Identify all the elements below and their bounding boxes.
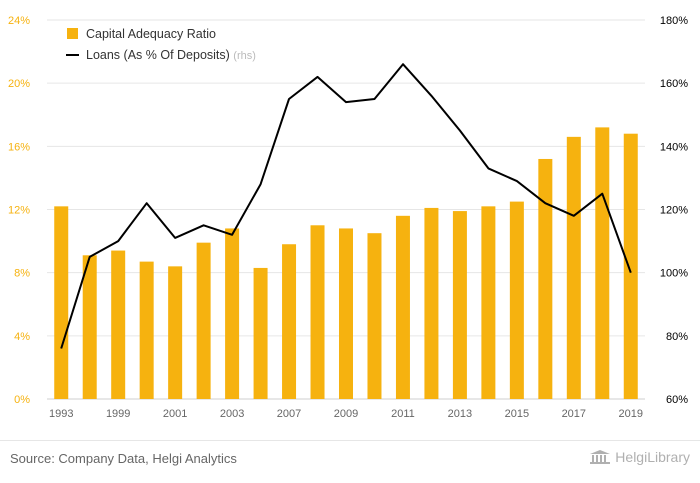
- bar-capital-adequacy: [225, 228, 240, 399]
- x-tick-label: 2009: [334, 408, 358, 420]
- source-note: Source: Company Data, Helgi Analytics: [10, 451, 237, 466]
- y-left-tick-label: 20%: [8, 78, 30, 90]
- brand-logo[interactable]: HelgiLibrary: [589, 449, 690, 465]
- bar-capital-adequacy: [253, 267, 268, 399]
- footer-divider: [0, 440, 700, 441]
- legend-label-loans: Loans (As % Of Deposits) (rhs): [86, 48, 256, 62]
- x-tick-label: 2019: [619, 408, 643, 420]
- bar-capital-adequacy: [424, 207, 439, 399]
- bar-capital-adequacy: [339, 228, 353, 399]
- x-tick-label: 2001: [163, 408, 187, 420]
- y-left-tick-label: 24%: [8, 15, 30, 27]
- y-right-tick-label: 180%: [660, 15, 688, 27]
- y-left-tick-label: 0%: [14, 394, 30, 406]
- bar-capital-adequacy: [595, 127, 610, 399]
- x-tick-label: 1993: [49, 408, 73, 420]
- line-loans-to-deposits: [60, 63, 632, 349]
- bar-capital-adequacy: [623, 133, 638, 399]
- x-tick-label: 2013: [448, 408, 472, 420]
- legend-swatch-capital-adequacy: [67, 28, 78, 39]
- y-right-tick-label: 140%: [660, 141, 688, 153]
- y-right-tick-label: 120%: [660, 205, 688, 217]
- bar-capital-adequacy: [538, 158, 553, 399]
- bar-capital-adequacy: [367, 233, 382, 399]
- y-right-tick-label: 80%: [666, 331, 688, 343]
- x-tick-label: 2003: [220, 408, 244, 420]
- y-left-tick-label: 8%: [14, 268, 30, 280]
- x-tick-label: 2017: [562, 408, 586, 420]
- bar-capital-adequacy: [168, 266, 183, 399]
- x-tick-label: 2015: [505, 408, 529, 420]
- bar-capital-adequacy: [509, 201, 524, 399]
- bar-capital-adequacy: [111, 250, 126, 399]
- y-right-tick-label: 60%: [666, 394, 688, 406]
- y-right-tick-label: 160%: [660, 78, 688, 90]
- bar-capital-adequacy: [481, 206, 496, 399]
- bar-capital-adequacy: [282, 244, 297, 399]
- bar-capital-adequacy: [82, 255, 97, 399]
- x-tick-label: 1999: [106, 408, 130, 420]
- x-tick-label: 2011: [391, 408, 415, 420]
- bar-capital-adequacy: [196, 242, 211, 399]
- bar-capital-adequacy: [452, 211, 467, 399]
- bar-capital-adequacy: [310, 225, 325, 399]
- y-left-tick-label: 4%: [14, 331, 30, 343]
- x-tick-label: 2007: [277, 408, 301, 420]
- library-building-icon: [590, 450, 611, 464]
- bar-capital-adequacy: [139, 261, 154, 399]
- bar-capital-adequacy: [566, 136, 581, 399]
- y-left-tick-label: 16%: [8, 141, 30, 153]
- bar-capital-adequacy: [54, 206, 69, 399]
- y-left-tick-label: 12%: [8, 205, 30, 217]
- legend-label-capital-adequacy: Capital Adequacy Ratio: [86, 27, 216, 41]
- bar-capital-adequacy: [395, 215, 410, 399]
- y-right-tick-label: 100%: [660, 268, 688, 280]
- brand-name: HelgiLibrary: [615, 449, 690, 465]
- chart: 0% 60% 4% 80% 8% 100% 12% 120% 16% 140% 20% 160% 24%…: [8, 15, 688, 420]
- legend-label-rhs-suffix: (rhs): [233, 50, 256, 62]
